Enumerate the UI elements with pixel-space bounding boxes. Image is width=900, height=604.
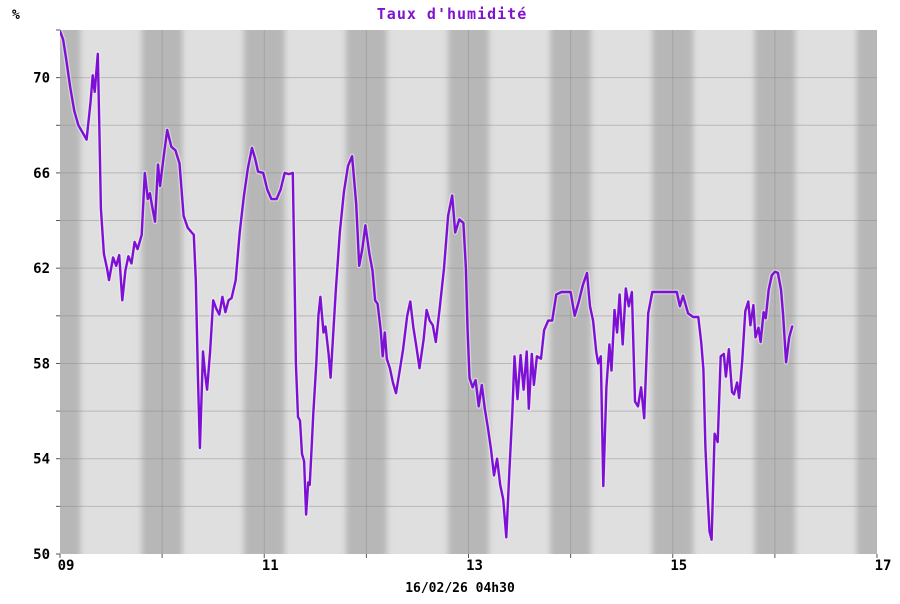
plot-background-stripes bbox=[60, 30, 877, 554]
x-tick-label: 11 bbox=[262, 558, 279, 574]
y-tick-label: 70 bbox=[33, 71, 50, 87]
x-tick-label: 13 bbox=[466, 558, 483, 574]
x-tick-label: 15 bbox=[670, 558, 687, 574]
y-tick-label: 66 bbox=[33, 166, 50, 182]
x-axis-date-label: 16/02/26 04h30 bbox=[405, 581, 515, 596]
stripe-dark-band bbox=[243, 30, 285, 554]
line-series-group bbox=[60, 30, 795, 543]
axis-ticks bbox=[56, 29, 878, 558]
x-tick-label: 17 bbox=[875, 558, 892, 574]
stripe-dark-band bbox=[141, 30, 183, 554]
y-tick-label: 54 bbox=[33, 452, 50, 468]
x-tick-label: 09 bbox=[58, 558, 75, 574]
y-tick-label: 58 bbox=[33, 356, 50, 372]
humidity-line-series bbox=[60, 30, 794, 541]
y-axis-unit-label: % bbox=[12, 8, 20, 23]
y-tick-label: 50 bbox=[33, 547, 50, 563]
stripe-dark-band bbox=[60, 30, 81, 554]
stripe-dark-band bbox=[345, 30, 387, 554]
chart-title: Taux d'humidité bbox=[377, 5, 527, 23]
stripe-dark-band bbox=[754, 30, 796, 554]
stripe-dark-band bbox=[856, 30, 877, 554]
tick-labels: 50 54 58 62 66 70 09 11 13 15 17 bbox=[33, 71, 891, 574]
y-tick-label: 62 bbox=[33, 261, 50, 277]
